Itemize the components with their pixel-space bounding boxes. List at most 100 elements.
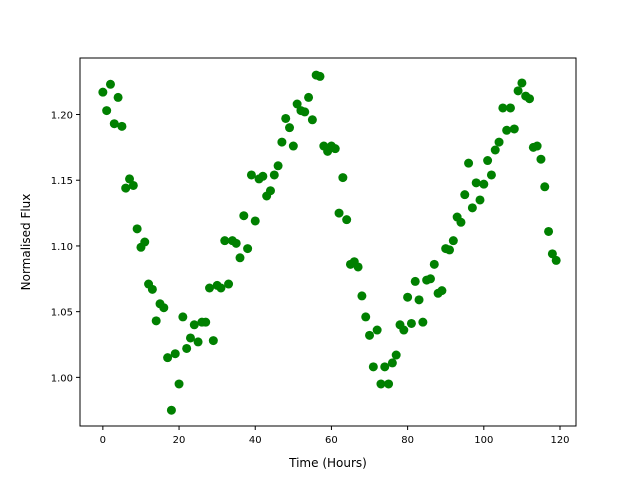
point <box>208 336 218 346</box>
point <box>517 78 527 88</box>
point <box>384 379 394 389</box>
point <box>490 145 500 155</box>
point <box>281 113 291 123</box>
point <box>265 186 275 196</box>
point <box>425 274 435 284</box>
x-tick-label: 100 <box>474 435 493 446</box>
point <box>547 249 557 259</box>
point <box>147 284 157 294</box>
point <box>437 286 447 296</box>
y-tick-label: 1.20 <box>51 111 73 122</box>
y-axis-label: Normalised Flux <box>19 194 33 291</box>
point <box>498 103 508 113</box>
point <box>414 295 424 305</box>
point <box>273 161 283 171</box>
point <box>250 216 260 226</box>
point <box>182 343 192 353</box>
point <box>151 316 161 326</box>
point <box>418 317 428 327</box>
point <box>502 125 512 135</box>
point <box>353 262 363 272</box>
point <box>544 226 554 236</box>
point <box>467 203 477 213</box>
point <box>475 195 485 205</box>
point <box>456 217 466 227</box>
point <box>536 154 546 164</box>
point <box>471 178 481 188</box>
point <box>102 106 112 116</box>
point <box>258 171 268 181</box>
point <box>220 236 230 246</box>
point <box>304 92 314 102</box>
x-tick-label: 0 <box>100 435 106 446</box>
point <box>448 236 458 246</box>
point <box>201 317 211 327</box>
point <box>174 379 184 389</box>
point <box>166 405 176 415</box>
point <box>105 79 115 89</box>
point <box>513 86 523 96</box>
point <box>486 170 496 180</box>
point <box>216 283 226 293</box>
point <box>292 99 302 109</box>
point <box>170 349 180 359</box>
y-tick-label: 1.00 <box>51 373 73 384</box>
point <box>113 92 123 102</box>
point <box>288 141 298 151</box>
point <box>128 180 138 190</box>
point <box>391 350 401 360</box>
point <box>342 215 352 225</box>
point <box>239 211 249 221</box>
point <box>235 253 245 263</box>
point <box>315 71 325 81</box>
point <box>300 107 310 117</box>
x-tick-label: 80 <box>401 435 414 446</box>
point <box>494 137 504 147</box>
point <box>285 123 295 133</box>
point <box>193 337 203 347</box>
x-tick-label: 40 <box>249 435 262 446</box>
x-tick-label: 20 <box>173 435 186 446</box>
point <box>368 362 378 372</box>
point <box>338 173 348 183</box>
point <box>224 279 234 289</box>
point <box>185 333 195 343</box>
point <box>243 244 253 254</box>
point <box>132 224 142 234</box>
point <box>189 320 199 330</box>
point <box>357 291 367 301</box>
point <box>231 238 241 248</box>
point <box>269 170 279 180</box>
y-tick-label: 1.10 <box>51 242 73 253</box>
point <box>464 158 474 168</box>
point <box>334 208 344 218</box>
point <box>121 183 131 193</box>
point <box>163 353 173 363</box>
point <box>399 325 409 335</box>
point <box>109 119 119 129</box>
point <box>159 303 169 313</box>
point <box>205 283 215 293</box>
point <box>361 312 371 322</box>
point <box>117 121 127 131</box>
point <box>365 330 375 340</box>
point <box>540 182 550 192</box>
x-tick-label: 120 <box>550 435 569 446</box>
point <box>178 312 188 322</box>
point <box>330 144 340 154</box>
point <box>429 259 439 269</box>
point <box>445 245 455 255</box>
point <box>505 103 515 113</box>
point <box>125 174 135 184</box>
point <box>483 156 493 166</box>
point <box>406 318 416 328</box>
x-axis-label: Time (Hours) <box>288 456 367 470</box>
point <box>403 292 413 302</box>
point <box>246 170 256 180</box>
point <box>98 87 108 97</box>
point <box>307 115 317 125</box>
y-tick-label: 1.15 <box>51 176 73 187</box>
point <box>551 255 561 265</box>
point <box>479 179 489 189</box>
